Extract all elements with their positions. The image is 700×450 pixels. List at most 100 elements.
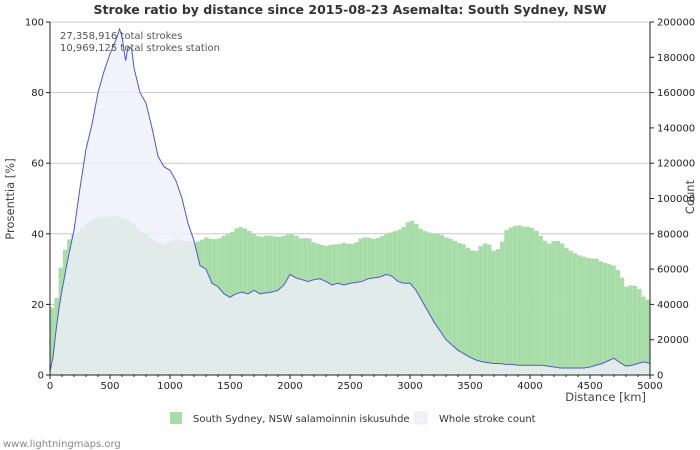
ratio-bar: [487, 244, 492, 375]
stroke-count-line: [49, 27, 651, 372]
y-left-tick-label: 0: [38, 371, 44, 382]
legend: South Sydney, NSW salamoinnin iskusuhde …: [170, 411, 536, 425]
ratio-bar: [461, 244, 466, 375]
ratio-bar: [551, 241, 556, 375]
x-tick-label: 2000: [277, 381, 302, 392]
x-tick-label: 1500: [217, 381, 242, 392]
legend-label-ratio: South Sydney, NSW salamoinnin iskusuhde: [193, 414, 410, 425]
ratio-bar: [491, 250, 496, 375]
ratio-bar: [624, 286, 629, 375]
ratio-bar: [431, 233, 436, 375]
ratio-bar: [49, 307, 55, 375]
y-right-tick-label: 40000: [657, 300, 689, 311]
ratio-bar: [607, 264, 612, 375]
total-strokes-annotation: 27,358,916 total strokes: [60, 31, 182, 42]
ratio-bar: [512, 225, 518, 375]
y-axis-right-label: Count: [683, 179, 697, 214]
axes: [46, 21, 654, 379]
ratio-bar: [521, 226, 526, 375]
y-right-tick-label: 60000: [657, 265, 689, 276]
ratio-bar: [637, 289, 642, 375]
ratio-bar: [439, 235, 445, 375]
y-axis-left-label: Prosenttia [%]: [3, 158, 17, 239]
ratio-bar: [641, 296, 646, 375]
x-tick-label: 0: [47, 381, 53, 392]
y-right-tick-label: 100000: [657, 194, 695, 205]
ratio-bar: [611, 265, 616, 375]
x-tick-label: 5000: [637, 381, 662, 392]
ratio-bar: [444, 237, 449, 375]
ratio-bar: [542, 240, 548, 375]
y-left-tick-label: 40: [31, 229, 44, 240]
y-left-tick-label: 100: [25, 18, 44, 29]
y-left-tick-label: 80: [31, 88, 44, 99]
ratio-bar: [427, 232, 432, 375]
ratio-bar: [469, 250, 475, 375]
stroke-count-area: [50, 29, 650, 376]
x-tick-label: 3500: [457, 381, 482, 392]
y-right-tick-label: 120000: [657, 159, 695, 170]
ratio-bar: [478, 245, 483, 375]
y-right-tick-label: 180000: [657, 53, 695, 64]
ratio-bar: [615, 270, 621, 375]
ratio-bar: [448, 238, 453, 375]
ratio-bar: [559, 243, 565, 375]
x-tick-label: 4000: [517, 381, 542, 392]
y-right-tick-label: 140000: [657, 123, 695, 134]
ratio-bar: [547, 243, 552, 375]
x-tick-label: 2500: [337, 381, 362, 392]
y-right-tick-label: 20000: [657, 335, 689, 346]
chart-title: Stroke ratio by distance since 2015-08-2…: [94, 2, 607, 17]
ratio-bar: [589, 258, 595, 375]
ratio-bar: [581, 256, 586, 375]
tick-labels: 0 500 1000 1500 2000 2500 3000 3500 4000 4500 5000…: [25, 18, 695, 393]
ratio-bar: [632, 285, 638, 375]
ratio-bar: [452, 240, 458, 375]
ratio-bar: [628, 285, 633, 375]
ratio-bar: [525, 226, 531, 375]
ratio-bar: [495, 249, 501, 375]
y-right-tick-label: 80000: [657, 229, 689, 240]
x-tick-label: 3000: [397, 381, 422, 392]
footer-credit: www.lightningmaps.org: [3, 439, 121, 450]
ratio-bar: [474, 250, 479, 375]
ratio-bar: [555, 240, 561, 375]
ratio-bar: [602, 262, 608, 375]
legend-swatch-count: [414, 411, 428, 425]
ratio-bar: [538, 235, 543, 375]
ratio-bar: [504, 230, 509, 375]
ratio-bar: [499, 241, 505, 375]
y-left-tick-label: 20: [31, 300, 44, 311]
ratio-bar: [482, 243, 488, 375]
ratio-bar: [585, 257, 591, 375]
x-tick-label: 500: [100, 381, 119, 392]
ratio-bar: [568, 250, 573, 375]
total-strokes-station-annotation: 10,969,125 total strokes station: [60, 43, 220, 54]
ratio-bar: [435, 233, 441, 375]
stroke-count-series: [49, 27, 651, 376]
ratio-bar: [564, 248, 569, 375]
y-right-tick-label: 200000: [657, 18, 695, 29]
legend-swatch-ratio: [170, 412, 182, 424]
ratio-bar: [422, 231, 428, 375]
ratio-bar: [529, 228, 535, 375]
legend-label-count: Whole stroke count: [439, 414, 536, 425]
ratio-bar: [594, 258, 599, 375]
x-tick-label: 1000: [157, 381, 182, 392]
ratio-bar: [517, 225, 522, 375]
ratio-bar: [577, 255, 582, 375]
ratio-bar: [645, 299, 651, 375]
x-axis-label: Distance [km]: [565, 390, 646, 404]
ratio-bar: [534, 230, 539, 375]
y-right-tick-label: 160000: [657, 88, 695, 99]
ratio-bar: [457, 243, 462, 375]
ratio-bar: [572, 253, 578, 375]
x-tick-label: 4500: [577, 381, 602, 392]
y-right-tick-label: 0: [657, 371, 663, 382]
ratio-bar: [619, 277, 625, 375]
ratio-bar: [465, 247, 471, 375]
ratio-bar: [508, 227, 513, 375]
ratio-bar: [598, 261, 603, 375]
y-left-tick-label: 60: [31, 159, 44, 170]
